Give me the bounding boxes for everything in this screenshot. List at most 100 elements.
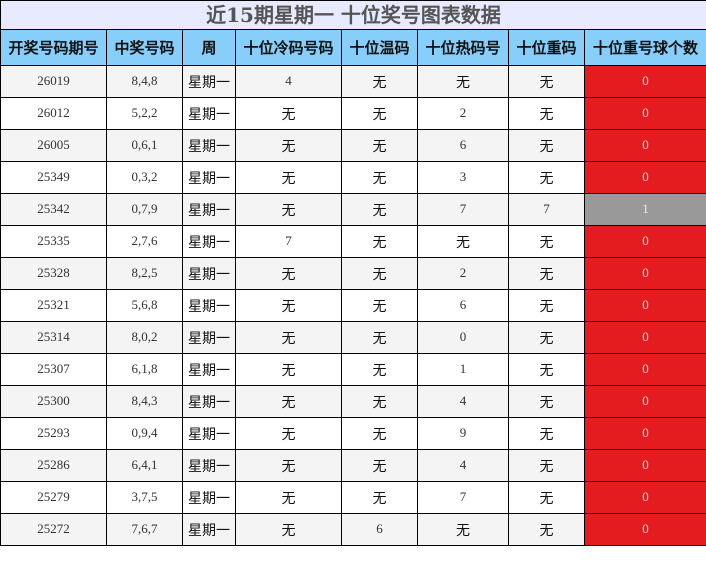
cell-hot: 3 [417,161,509,194]
cell-cold: 无 [235,129,342,162]
cell-hot: 7 [417,481,509,514]
cell-warm: 无 [341,161,418,194]
table-row: 25349 0,3,2 星期一无无 3 无 0 [0,161,706,194]
cell-winning-number: 0,9,4 [106,417,183,450]
cell-hot: 6 [417,289,509,322]
cell-winning-number: 3,7,5 [106,481,183,514]
table-row: 25335 2,7,6 星期一 7 无无无 0 [0,225,706,258]
cell-hot: 9 [417,417,509,450]
cell-winning-number: 8,2,5 [106,257,183,290]
cell-hot: 7 [417,193,509,226]
cell-hot: 无 [417,513,509,546]
cell-weekday: 星期一 [182,289,236,322]
cell-cold: 4 [235,65,342,98]
cell-repeat: 无 [508,257,585,290]
cell-repeat-count: 0 [583,385,706,418]
cell-repeat: 无 [508,97,585,130]
cell-repeat-count: 0 [583,353,706,386]
cell-issue: 25328 [0,257,107,290]
cell-winning-number: 8,0,2 [106,321,183,354]
cell-issue: 25293 [0,417,107,450]
cell-weekday: 星期一 [182,417,236,450]
cell-warm: 无 [341,97,418,130]
cell-repeat-count: 0 [583,481,706,514]
cell-repeat: 7 [508,193,585,226]
header-warm: 十位温码 [341,29,418,66]
table-row: 25293 0,9,4 星期一无无 9 无 0 [0,417,706,450]
table-row: 26012 5,2,2 星期一无无 2 无 0 [0,97,706,130]
cell-issue: 26019 [0,65,107,98]
cell-winning-number: 7,6,7 [106,513,183,546]
cell-weekday: 星期一 [182,97,236,130]
header-issue: 开奖号码期号 [0,29,107,66]
cell-weekday: 星期一 [182,385,236,418]
cell-weekday: 星期一 [182,449,236,482]
cell-hot: 无 [417,65,509,98]
cell-weekday: 星期一 [182,353,236,386]
cell-winning-number: 6,4,1 [106,449,183,482]
table-row: 25300 8,4,3 星期一无无 4 无 0 [0,385,706,418]
cell-issue: 26012 [0,97,107,130]
cell-repeat: 无 [508,225,585,258]
cell-weekday: 星期一 [182,129,236,162]
cell-cold: 无 [235,321,342,354]
cell-repeat: 无 [508,289,585,322]
cell-repeat-count: 0 [583,225,706,258]
table-row: 26019 8,4,8 星期一 4 无无无 0 [0,65,706,98]
cell-hot: 1 [417,353,509,386]
cell-issue: 25307 [0,353,107,386]
cell-winning-number: 8,4,8 [106,65,183,98]
cell-repeat-count: 0 [583,129,706,162]
cell-issue: 25342 [0,193,107,226]
cell-weekday: 星期一 [182,65,236,98]
cell-warm: 无 [341,353,418,386]
cell-issue: 25272 [0,513,107,546]
cell-winning-number: 0,7,9 [106,193,183,226]
cell-repeat: 无 [508,481,585,514]
header-winning-number: 中奖号码 [106,29,183,66]
cell-winning-number: 5,2,2 [106,97,183,130]
page-title: 近15期星期一 十位奖号图表数据 [0,0,706,30]
table-row: 25328 8,2,5 星期一无无 2 无 0 [0,257,706,290]
cell-weekday: 星期一 [182,257,236,290]
cell-weekday: 星期一 [182,225,236,258]
tens-digit-chart: 近15期星期一 十位奖号图表数据 开奖号码期号 中奖号码周十位冷码号码 十位温码 十位… [0,0,706,546]
cell-cold: 无 [235,193,342,226]
table-row: 25314 8,0,2 星期一无无 0 无 0 [0,321,706,354]
cell-repeat: 无 [508,353,585,386]
cell-winning-number: 5,6,8 [106,289,183,322]
header-hot: 十位热码号 [417,29,509,66]
header-repeat: 十位重码 [508,29,585,66]
cell-repeat: 无 [508,65,585,98]
cell-repeat-count: 0 [583,289,706,322]
cell-cold: 无 [235,353,342,386]
cell-cold: 无 [235,385,342,418]
cell-warm: 无 [341,193,418,226]
table-row: 25342 0,7,9 星期一无无 7 7 1 [0,193,706,226]
cell-issue: 25321 [0,289,107,322]
cell-warm: 无 [341,289,418,322]
cell-winning-number: 2,7,6 [106,225,183,258]
cell-weekday: 星期一 [182,193,236,226]
cell-repeat-count: 1 [583,193,706,226]
cell-issue: 25279 [0,481,107,514]
cell-cold: 无 [235,481,342,514]
cell-weekday: 星期一 [182,481,236,514]
cell-repeat: 无 [508,385,585,418]
header-repeat-count: 十位重号球个数 [583,29,706,66]
cell-warm: 无 [341,257,418,290]
table-row: 25307 6,1,8 星期一无无 1 无 0 [0,353,706,386]
cell-repeat-count: 0 [583,321,706,354]
cell-repeat-count: 0 [583,65,706,98]
cell-warm: 无 [341,321,418,354]
cell-hot: 2 [417,97,509,130]
cell-repeat-count: 0 [583,417,706,450]
cell-winning-number: 0,3,2 [106,161,183,194]
cell-winning-number: 8,4,3 [106,385,183,418]
cell-cold: 无 [235,417,342,450]
cell-cold: 7 [235,225,342,258]
cell-repeat: 无 [508,129,585,162]
cell-warm: 无 [341,481,418,514]
cell-hot: 无 [417,225,509,258]
cell-hot: 2 [417,257,509,290]
